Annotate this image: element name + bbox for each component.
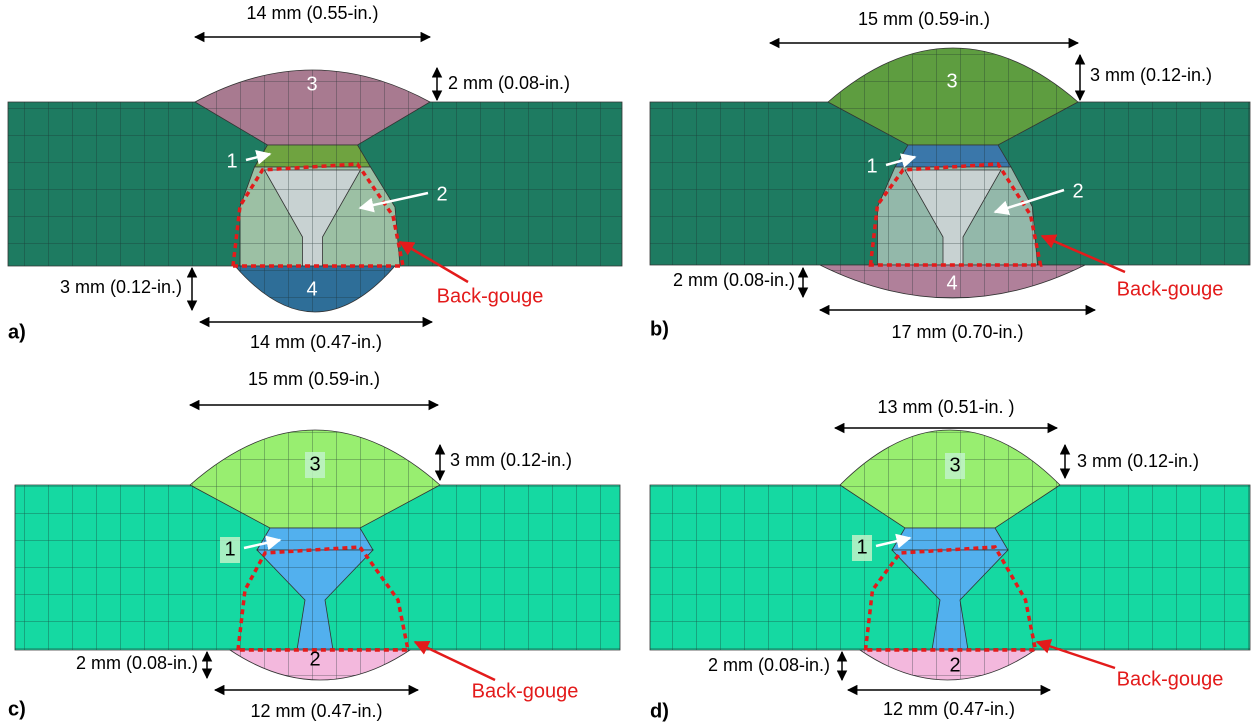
root-height-label: 2 mm (0.08-in.) <box>76 653 198 673</box>
cap-height-label: 3 mm (0.12-in.) <box>1077 451 1199 471</box>
back-gouge-label: Back-gouge <box>472 680 579 702</box>
back-gouge-label: Back-gouge <box>1117 668 1224 690</box>
bead-label: 1 <box>856 536 867 558</box>
bead-label: 2 <box>949 654 960 676</box>
bead-label: 2 <box>436 183 447 205</box>
cap-height-label: 3 mm (0.12-in.) <box>1090 65 1212 85</box>
bead-label: 2 <box>309 648 320 670</box>
weld-panel: 14 mm (0.55-in.) 2 mm (0.08-in.) 3 mm (0.1… <box>8 3 622 352</box>
cap-height-label: 2 mm (0.08-in.) <box>448 73 570 93</box>
weld-panel: 15 mm (0.59-in.) 3 mm (0.12-in.) 2 mm (0.0… <box>8 369 620 721</box>
top-width-label: 14 mm (0.55-in.) <box>246 3 378 23</box>
bead-label: 3 <box>306 73 317 95</box>
bead-label: 2 <box>1072 180 1083 202</box>
top-width-label: 15 mm (0.59-in.) <box>858 9 990 29</box>
bead-label: 1 <box>866 155 877 177</box>
bottom-width-label: 12 mm (0.47-in.) <box>883 699 1015 719</box>
weld-panel: 15 mm (0.59-in.) 3 mm (0.12-in.) 2 mm (0.0… <box>650 9 1250 342</box>
bead-label: 4 <box>306 278 317 300</box>
panel-letter: d) <box>650 700 669 722</box>
bead-label: 3 <box>309 453 320 475</box>
bottom-width-label: 17 mm (0.70-in.) <box>891 322 1023 342</box>
bottom-width-label: 12 mm (0.47-in.) <box>250 701 382 721</box>
bottom-width-label: 14 mm (0.47-in.) <box>250 332 382 352</box>
weld-panel: 13 mm (0.51-in. ) 3 mm (0.12-in.) 2 mm (0.… <box>650 397 1250 723</box>
root-height-label: 2 mm (0.08-in.) <box>708 655 830 675</box>
root-height-label: 3 mm (0.12-in.) <box>60 277 182 297</box>
root-height-label: 2 mm (0.08-in.) <box>673 270 795 290</box>
panel-letter: b) <box>650 318 669 340</box>
top-width-label: 15 mm (0.59-in.) <box>248 369 380 389</box>
figure: 14 mm (0.55-in.) 2 mm (0.08-in.) 3 mm (0.1… <box>0 0 1258 726</box>
bead-label: 3 <box>949 454 960 476</box>
cap-height-label: 3 mm (0.12-in.) <box>450 450 572 470</box>
bead-label: 4 <box>946 272 957 294</box>
bead-label: 3 <box>946 70 957 92</box>
bead-label: 1 <box>226 150 237 172</box>
panel-letter: a) <box>8 321 26 343</box>
panel-letter: c) <box>8 698 26 720</box>
root-bead-mesh <box>860 650 1035 680</box>
back-gouge-label: Back-gouge <box>437 285 544 307</box>
back-gouge-label: Back-gouge <box>1117 278 1224 300</box>
bead-label: 1 <box>224 538 235 560</box>
top-width-label: 13 mm (0.51-in. ) <box>877 397 1014 417</box>
bead-1-mesh <box>895 145 1011 167</box>
